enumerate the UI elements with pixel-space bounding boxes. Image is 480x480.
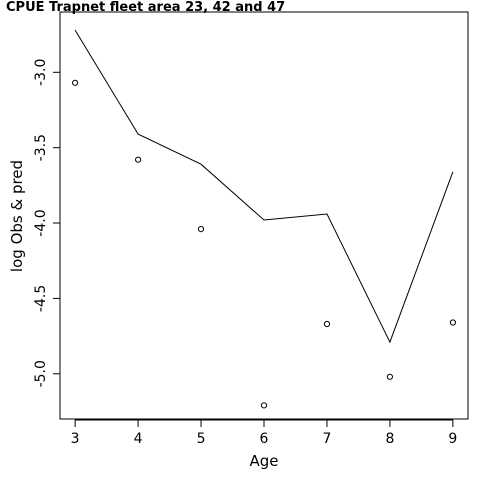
series-layer [72,29,456,409]
observed-point [323,320,331,328]
y-tick-label: -5.0 [33,360,49,387]
y-tick-label: -3.0 [33,59,49,86]
y-axis: -3.0 -3.5 -4.0 -4.5 -5.0 [33,59,60,387]
x-tick-label: 5 [197,431,206,447]
observed-point [72,79,79,86]
x-tick-label: 8 [385,431,394,447]
plot-frame [59,11,469,420]
x-tick-label: 9 [448,431,457,447]
observed-point [386,373,393,380]
x-axis-title: Age [249,452,278,470]
y-tick-label: -3.5 [33,134,49,161]
x-tick-label: 3 [71,431,80,447]
observed-point [260,402,268,409]
observed-point [135,156,142,163]
x-axis: 3 4 5 6 7 8 9 [71,420,457,447]
y-axis-title: log Obs & pred [8,160,26,272]
x-tick-label: 7 [323,431,332,447]
observed-point [449,319,456,326]
x-tick-label: 4 [134,431,143,447]
y-tick-label: -4.5 [33,285,49,312]
predicted-line [74,29,454,344]
x-tick-label: 6 [260,431,269,447]
y-tick-label: -4.0 [33,209,49,236]
chart-title: CPUE Trapnet fleet area 23, 42 and 47 [6,0,285,15]
observed-point [197,226,205,233]
